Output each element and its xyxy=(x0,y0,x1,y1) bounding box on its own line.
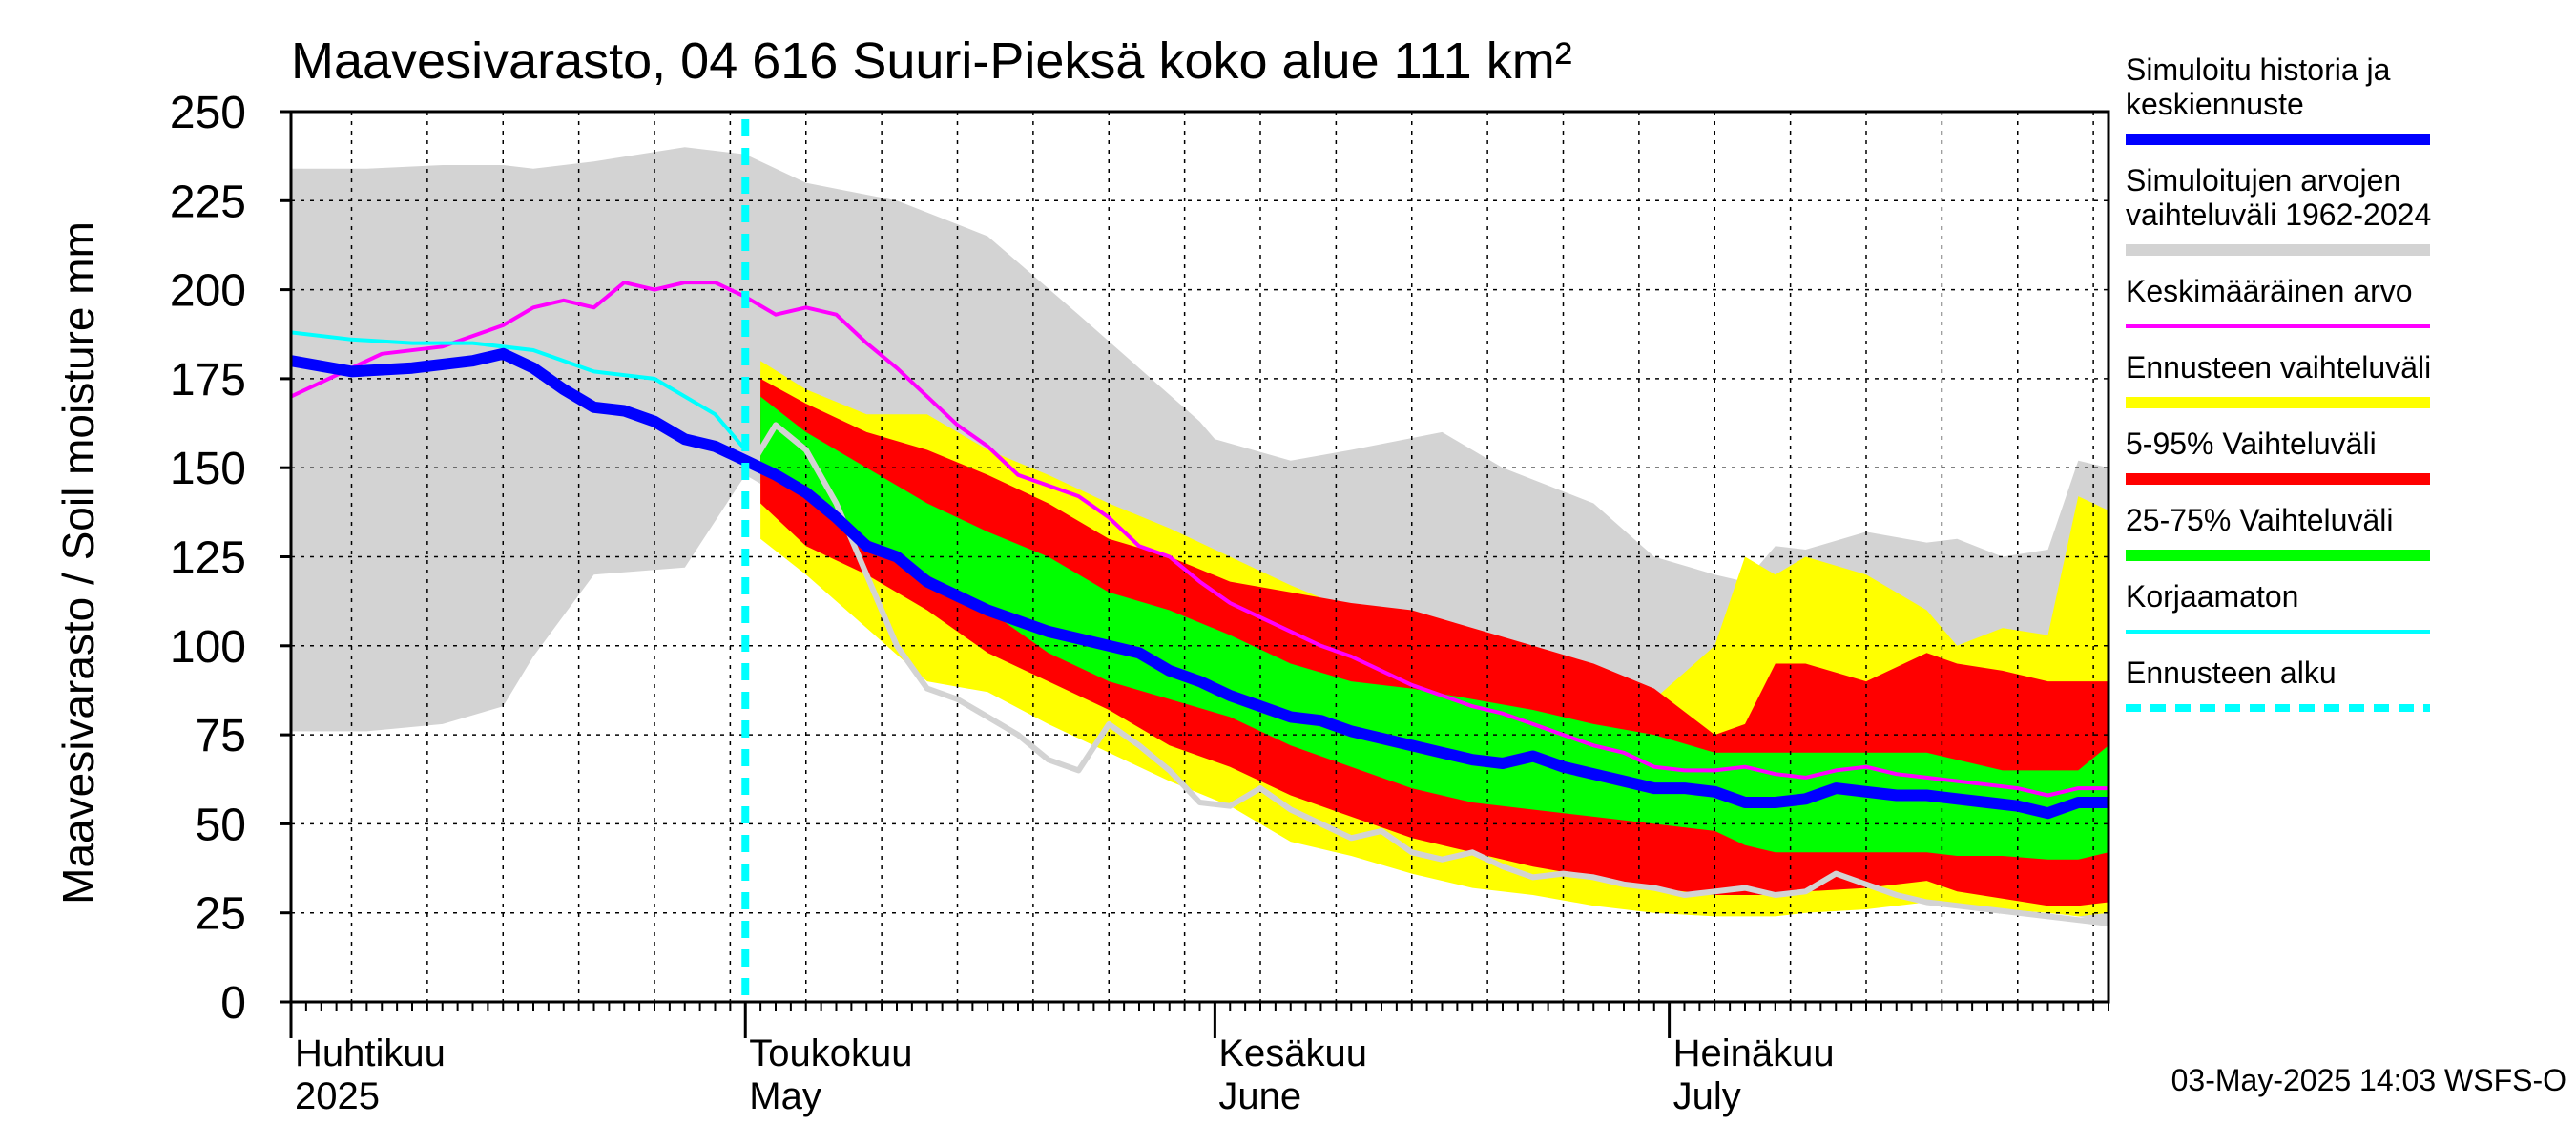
y-tick-label: 125 xyxy=(170,533,246,584)
x-month-label: Toukokuu xyxy=(749,1032,912,1074)
series-korjaamaton xyxy=(291,330,747,451)
y-tick-label: 25 xyxy=(196,889,246,940)
y-tick-label: 100 xyxy=(170,622,246,673)
grid-lines xyxy=(291,112,2109,1002)
y-axis-label: Maavesivarasto / Soil moisture mm xyxy=(53,221,103,905)
x-month-label: Huhtikuu xyxy=(295,1032,446,1074)
y-tick-label: 75 xyxy=(196,711,246,761)
legend-label-korjaamaton: Korjaamaton xyxy=(2126,579,2298,614)
y-tick-label: 0 xyxy=(220,978,246,1029)
x-month-sublabel: May xyxy=(749,1075,821,1117)
legend-label-25-75-vaihteluv-li: 25-75% Vaihteluväli xyxy=(2126,503,2393,537)
legend-label-ennusteen-vaihteluv-li: Ennusteen vaihteluväli xyxy=(2126,350,2431,385)
x-month-sublabel: July xyxy=(1673,1075,1741,1117)
series-simuloitu-historia-ja-keskiennuste xyxy=(291,347,2109,820)
y-tick-label: 250 xyxy=(170,88,246,138)
x-month-label: Kesäkuu xyxy=(1218,1032,1367,1074)
y-tick-label: 175 xyxy=(170,355,246,406)
series-group xyxy=(291,281,2109,926)
y-tick-label: 225 xyxy=(170,177,246,227)
legend: Simuloitu historia ja keskiennuste Simuloi… xyxy=(2126,52,2431,712)
legend-label-simuloitu-historia-ja-keskiennuste: Simuloitu historia ja keskiennuste xyxy=(2126,52,2391,121)
x-month-sublabel: June xyxy=(1218,1075,1301,1117)
legend-label-keskim-r-inen-arvo: Keskimääräinen arvo xyxy=(2126,274,2413,308)
series-keskim-r-inen-arvo xyxy=(291,281,2109,798)
legend-label-ennusteen-alku: Ennusteen alku xyxy=(2126,656,2337,690)
x-month-label: Heinäkuu xyxy=(1673,1032,1835,1074)
y-axis-ticks: 0 25 50 75 100 125 150 175 200 225 250 xyxy=(170,88,291,1029)
x-month-sublabel: 2025 xyxy=(295,1075,380,1117)
legend-label-5-95-vaihteluv-li: 5-95% Vaihteluväli xyxy=(2126,427,2377,461)
chart-title: Maavesivarasto, 04 616 Suuri-Pieksä koko… xyxy=(291,32,1572,90)
timestamp-footer: 03-May-2025 14:03 WSFS-O xyxy=(2171,1063,2566,1097)
y-tick-label: 150 xyxy=(170,444,246,494)
series-korjaamaton-ennuste xyxy=(742,422,2109,926)
y-tick-label: 200 xyxy=(170,266,246,317)
legend-label-simuloitujen-arvojen-vaihteluv-li-1962-2024: Simuloitujen arvojen vaihteluväli 1962-20… xyxy=(2126,163,2431,232)
y-tick-label: 50 xyxy=(196,800,246,850)
